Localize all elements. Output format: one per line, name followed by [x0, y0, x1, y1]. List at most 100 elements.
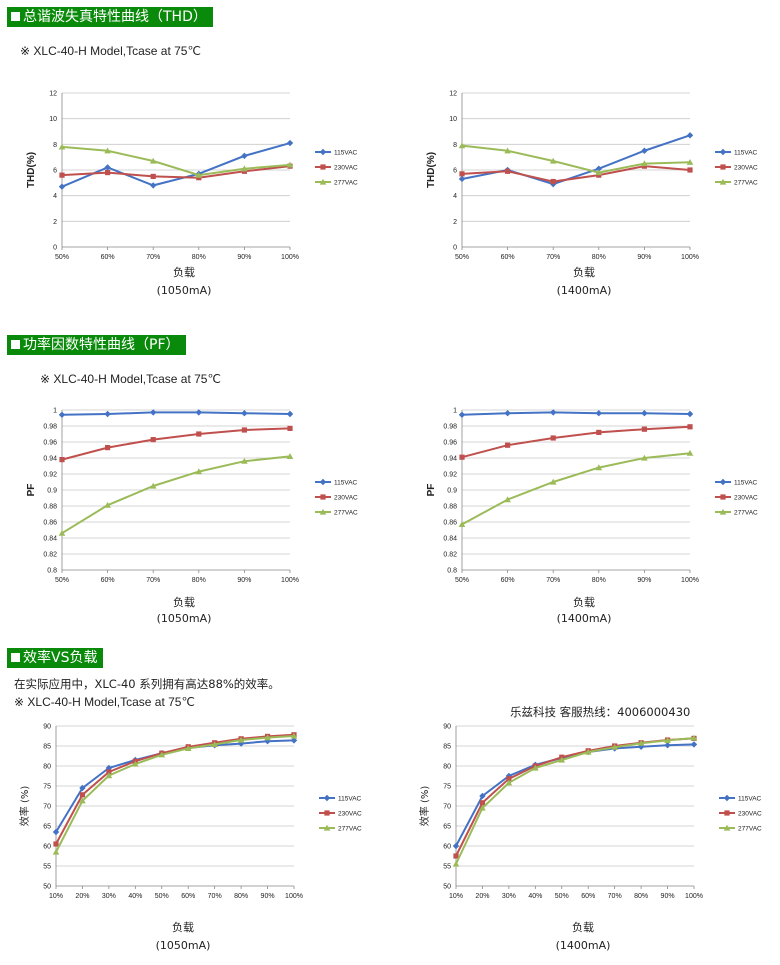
data-point	[690, 741, 698, 748]
legend-marker	[720, 494, 726, 500]
data-point	[58, 143, 66, 150]
y-tick-label: 12	[49, 91, 57, 98]
series-277vac	[458, 142, 694, 176]
data-point	[241, 410, 248, 417]
y-tick-label: 0.82	[43, 552, 57, 559]
legend-marker	[324, 810, 330, 816]
y-tick-label: 70	[43, 804, 51, 811]
data-point	[53, 841, 59, 847]
data-point	[104, 410, 111, 418]
x-axis-subtitle: (1400mA)	[556, 939, 611, 952]
data-point	[105, 772, 113, 779]
data-point	[237, 736, 245, 743]
data-point	[641, 426, 647, 432]
y-tick-label: 10	[449, 116, 457, 123]
series-115vac	[58, 409, 294, 418]
data-point	[52, 848, 60, 855]
data-point	[79, 792, 86, 798]
data-point	[149, 482, 157, 489]
x-tick-label: 80%	[634, 893, 648, 900]
data-point	[641, 147, 648, 154]
x-axis-title: 负载	[173, 595, 195, 609]
data-point	[479, 804, 486, 811]
legend-marker	[323, 794, 331, 802]
y-tick-label: 6	[453, 168, 457, 175]
x-axis-subtitle: (1400mA)	[557, 284, 612, 297]
series-230vac	[53, 732, 297, 847]
data-point	[504, 147, 511, 154]
x-axis-subtitle: (1050mA)	[156, 939, 211, 952]
data-point	[506, 776, 512, 782]
x-axis-title: 负载	[573, 265, 595, 279]
x-tick-label: 50%	[455, 254, 469, 261]
y-tick-label: 4	[53, 193, 57, 200]
data-point	[452, 842, 460, 850]
x-tick-label: 70%	[608, 893, 622, 900]
legend-marker	[719, 148, 727, 156]
series-line	[55, 735, 295, 853]
data-point	[479, 792, 486, 800]
chart-svg: 0 2 4 6 8 10 12 50% 60% 70% 80% 90% 100% THD(%) 负载 (105…	[26, 91, 358, 298]
y-tick-label: 1	[453, 408, 457, 415]
data-point	[686, 132, 694, 139]
x-tick-label: 90%	[637, 577, 651, 584]
x-tick-label: 90%	[261, 893, 275, 900]
data-point	[584, 748, 592, 755]
x-axis-title: 负载	[573, 595, 595, 609]
data-point	[58, 529, 66, 536]
thd-chart-1050ma: 0 2 4 6 8 10 12 50% 60% 70% 80% 90% 100% THD(%) 负载 (105…	[0, 80, 380, 302]
y-tick-label: 0.96	[443, 440, 457, 447]
y-tick-label: 0.84	[43, 536, 57, 543]
data-point	[287, 425, 293, 431]
y-tick-label: 10	[49, 116, 57, 123]
y-tick-label: 0.9	[447, 488, 457, 495]
eff-chart-1400ma: 50 55 60 65 70 75 80 85 90 10% 20% 30% 40% 50% 60% 70% 8…	[400, 716, 780, 961]
y-tick-label: 50	[443, 884, 451, 891]
data-point	[286, 161, 294, 168]
y-tick-label: 8	[53, 142, 57, 149]
legend-label: 230VAC	[338, 810, 362, 817]
x-tick-label: 50%	[155, 893, 169, 900]
y-tick-label: 2	[453, 219, 457, 226]
legend-marker	[724, 810, 730, 816]
x-tick-label: 30%	[102, 893, 116, 900]
x-axis-title: 负载	[173, 265, 195, 279]
y-tick-label: 0.86	[443, 520, 457, 527]
data-point	[459, 171, 465, 177]
y-tick-label: 85	[443, 744, 451, 751]
data-point	[505, 168, 511, 174]
y-tick-label: 0.94	[443, 456, 457, 463]
y-tick-label: 0.94	[43, 456, 57, 463]
y-tick-label: 55	[443, 864, 451, 871]
x-tick-label: 80%	[592, 254, 606, 261]
data-point	[479, 800, 486, 806]
eff-chart-1050ma: 50 55 60 65 70 75 80 85 90 10% 20% 30% 40% 50% 60% 70% 8…	[0, 716, 380, 961]
series-line	[61, 411, 291, 416]
data-point	[641, 454, 648, 461]
x-tick-label: 70%	[208, 893, 222, 900]
legend-label: 115VAC	[334, 149, 358, 156]
x-tick-label: 40%	[128, 893, 142, 900]
legend-label: 277VAC	[734, 179, 758, 186]
series-line	[61, 427, 291, 461]
legend-label: 277VAC	[338, 825, 362, 832]
y-tick-label: 0.92	[43, 472, 57, 479]
legend-label: 115VAC	[734, 479, 758, 486]
data-point	[58, 183, 66, 190]
series-line	[61, 142, 291, 188]
x-axis-subtitle: (1050mA)	[157, 612, 212, 625]
eff-description: 在实际应用中，XLC-40 系列拥有高达88%的效率。	[14, 677, 280, 691]
series-line	[461, 411, 691, 416]
x-tick-label: 100%	[681, 254, 699, 261]
y-tick-label: 2	[53, 219, 57, 226]
series-277vac	[58, 453, 294, 536]
legend-marker	[319, 178, 327, 185]
data-point	[264, 734, 271, 741]
x-tick-label: 80%	[192, 577, 206, 584]
x-tick-label: 50%	[555, 893, 569, 900]
data-point	[150, 409, 157, 416]
y-tick-label: 0	[453, 245, 457, 252]
legend-label: 230VAC	[738, 810, 762, 817]
data-point	[58, 411, 66, 418]
data-point	[687, 424, 693, 430]
